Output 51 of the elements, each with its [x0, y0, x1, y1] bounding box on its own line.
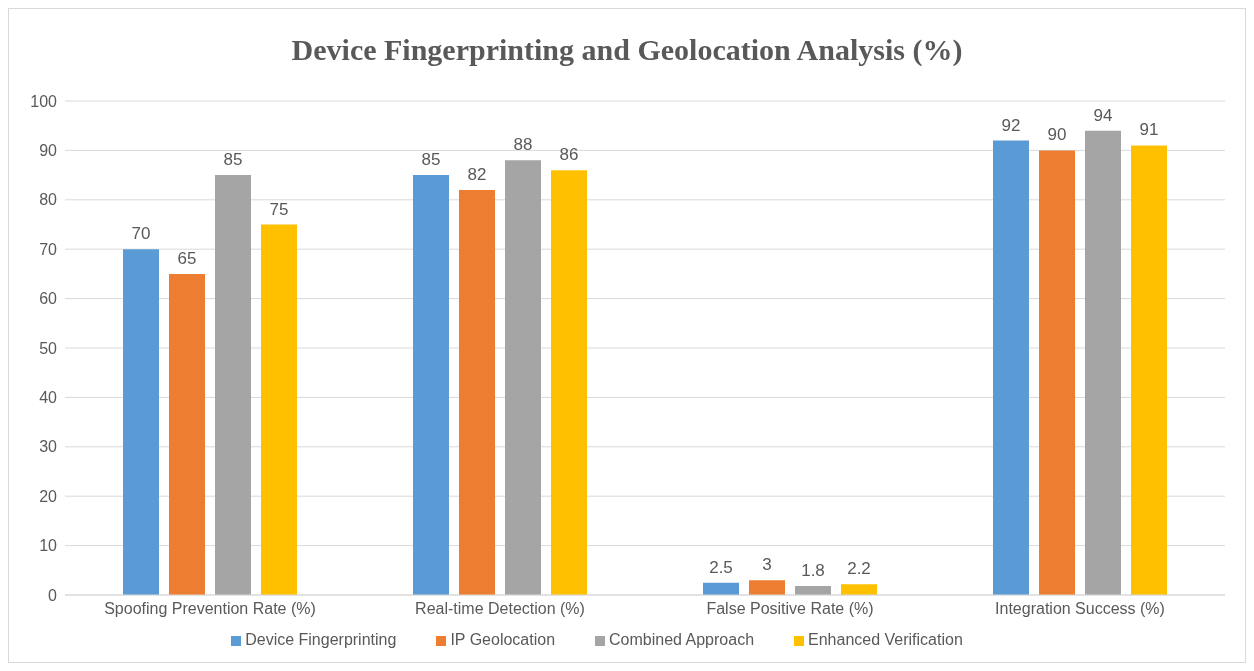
data-label: 65 [177, 248, 197, 268]
data-label: 2.5 [709, 557, 733, 577]
x-tick-label: Spoofing Prevention Rate (%) [104, 600, 316, 618]
data-label: 94 [1093, 105, 1113, 125]
y-tick-label: 100 [30, 92, 58, 110]
y-tick-label: 10 [39, 537, 58, 555]
y-tick-label: 20 [39, 487, 58, 505]
bar [505, 160, 541, 595]
data-label: 85 [421, 150, 441, 170]
bar [169, 273, 205, 595]
data-label: 90 [1047, 125, 1067, 145]
x-tick-label: Integration Success (%) [995, 600, 1165, 618]
x-tick-label: False Positive Rate (%) [706, 600, 874, 618]
bar [551, 170, 587, 595]
bar [1131, 145, 1167, 595]
y-tick-label: 70 [39, 240, 58, 258]
data-label: 91 [1139, 120, 1159, 140]
bar [993, 140, 1029, 595]
data-label: 3 [762, 555, 772, 575]
bar [1085, 130, 1121, 595]
bar [459, 189, 495, 595]
bar [749, 580, 785, 595]
legend-label: Combined Approach [609, 631, 755, 648]
data-label: 1.8 [801, 561, 825, 581]
bar [123, 249, 159, 595]
y-tick-label: 90 [39, 142, 58, 160]
data-label: 82 [467, 164, 487, 184]
data-label: 88 [513, 135, 533, 155]
y-tick-label: 60 [39, 290, 58, 308]
x-tick-label: Real-time Detection (%) [415, 600, 585, 618]
legend-label: IP Geolocation [450, 631, 556, 648]
legend-label: Enhanced Verification [808, 631, 963, 648]
data-label: 2.2 [847, 559, 871, 579]
data-label: 85 [223, 150, 243, 170]
y-tick-label: 40 [39, 389, 58, 407]
data-label: 75 [269, 199, 289, 219]
chart-title: Device Fingerprinting and Geolocation Analysis (%) [290, 32, 964, 68]
bar [795, 586, 831, 595]
data-label: 70 [131, 224, 151, 244]
data-label: 86 [559, 145, 579, 165]
bar [413, 175, 449, 595]
y-tick-label: 30 [39, 438, 58, 456]
y-tick-label: 80 [39, 191, 58, 209]
data-label: 92 [1001, 115, 1021, 135]
bar [215, 175, 251, 595]
bar [1039, 150, 1075, 595]
y-tick-label: 0 [48, 586, 58, 604]
bar [261, 224, 297, 595]
legend-label: Device Fingerprinting [245, 631, 397, 648]
bar [841, 584, 877, 595]
y-tick-label: 50 [39, 339, 58, 357]
